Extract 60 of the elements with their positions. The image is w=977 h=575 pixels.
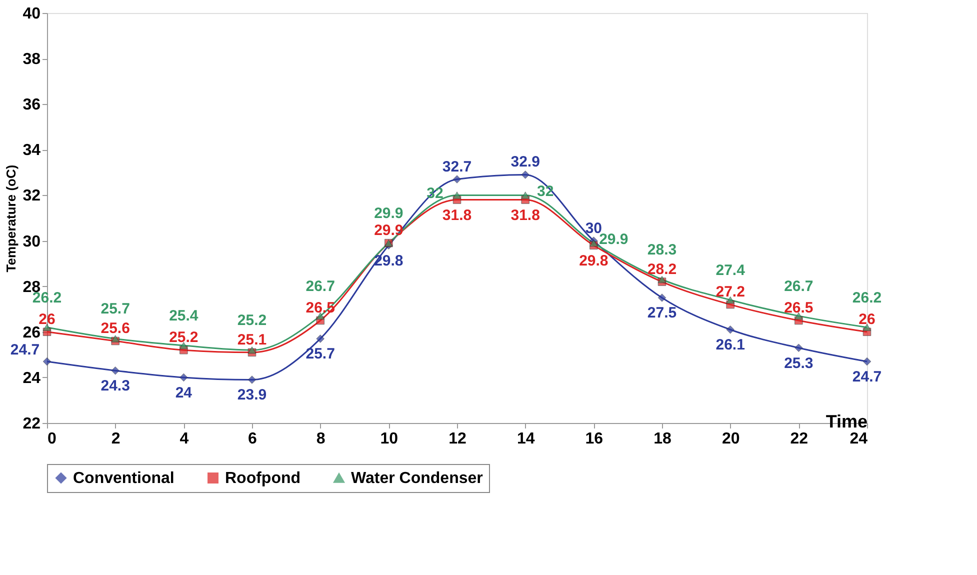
data-label: 24.7 (10, 342, 40, 358)
data-label: 26.5 (784, 300, 814, 316)
y-tick-label: 34 (22, 142, 41, 160)
data-label: 25.6 (100, 320, 130, 337)
data-label: 32 (536, 183, 554, 200)
x-tick-label: 8 (316, 430, 326, 448)
data-label: 24.7 (852, 368, 882, 386)
y-axis-title: Temperature (oC) (4, 164, 19, 272)
data-label: 28.2 (647, 260, 677, 278)
data-label: 32.9 (510, 154, 540, 171)
x-tick-label: 2 (111, 430, 120, 448)
data-label: 26.2 (852, 289, 882, 306)
data-label: 26.7 (306, 278, 335, 295)
data-label: 28.3 (647, 242, 677, 258)
x-axis-title: Time (826, 412, 868, 432)
data-label: 29.8 (579, 252, 608, 270)
x-tick-label: 22 (790, 430, 808, 448)
legend-label: Conventional (73, 470, 174, 487)
data-label: 32.7 (442, 158, 472, 176)
y-tick-label: 32 (22, 188, 41, 205)
data-label: 26 (38, 310, 56, 328)
y-tick-label: 26 (22, 324, 41, 342)
data-label: 25.2 (169, 329, 198, 346)
data-label: 25.3 (784, 354, 814, 372)
legend-label: Roofpond (225, 470, 301, 487)
data-label: 25.4 (169, 308, 199, 325)
data-label: 27.4 (716, 262, 746, 279)
y-tick-label: 36 (22, 96, 41, 114)
data-label: 24.3 (100, 378, 130, 395)
y-tick-label: 38 (22, 51, 41, 68)
x-tick-label: 12 (448, 430, 466, 448)
data-label: 31.8 (510, 206, 540, 224)
data-label: 25.7 (100, 300, 130, 318)
x-tick-label: 16 (585, 430, 604, 448)
data-label: 26.1 (716, 336, 745, 354)
data-label: 26 (858, 310, 876, 328)
data-label: 25.7 (306, 346, 335, 363)
data-label: 29.9 (374, 205, 404, 222)
data-label: 27.2 (716, 284, 745, 301)
x-tick-label: 0 (48, 430, 56, 448)
data-label: 25.1 (237, 331, 267, 348)
y-tick-label: 24 (22, 370, 41, 387)
y-tick-label: 40 (22, 6, 41, 22)
y-tick-label: 22 (22, 416, 41, 432)
data-label: 23.9 (237, 386, 267, 404)
x-tick-label: 10 (380, 430, 398, 448)
x-tick-label: 4 (180, 430, 189, 448)
data-label: 26.7 (784, 278, 814, 295)
x-tick-label: 18 (654, 430, 672, 448)
x-tick-label: 24 (850, 430, 868, 448)
y-tick-label: 30 (22, 233, 41, 250)
data-label: 25.2 (237, 312, 267, 330)
x-tick-label: 20 (722, 430, 740, 448)
x-tick-label: 14 (516, 430, 535, 448)
data-label: 29.9 (599, 231, 628, 248)
legend-label: Water Condenser (351, 470, 483, 487)
data-label: 24 (175, 384, 193, 402)
x-tick-label: 6 (248, 430, 258, 448)
data-label: 27.5 (647, 304, 677, 322)
data-label: 31.8 (442, 206, 472, 224)
